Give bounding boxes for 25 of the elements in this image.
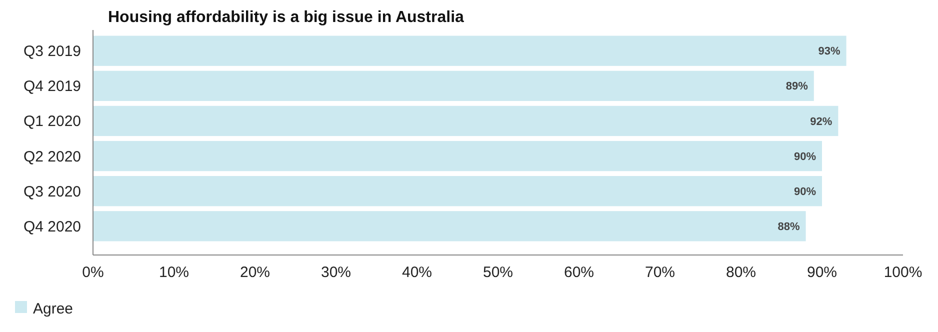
x-tick-label: 40% xyxy=(402,264,432,281)
y-tick-label: Q1 2020 xyxy=(23,113,81,130)
x-tick-label: 10% xyxy=(158,264,190,281)
text: 88% xyxy=(778,221,800,234)
x-tick-label: 100% xyxy=(884,264,922,281)
x-tick-label: 20% xyxy=(240,264,270,281)
x-tick-label: 80% xyxy=(726,264,756,281)
x-tick-label: 60% xyxy=(564,264,594,281)
x-tick-label: 70% xyxy=(644,264,676,281)
text: 93% xyxy=(818,46,840,58)
chart-title: Housing affordability is a big issue in Australia xyxy=(108,9,464,26)
y-tick-label: Q4 2020 xyxy=(23,218,81,236)
x-tick-label: 30% xyxy=(320,264,352,281)
y-tick-label: Q3 2020 xyxy=(23,183,81,200)
text: 89% xyxy=(786,80,808,93)
text: 90% xyxy=(794,150,816,163)
legend-label: Agree xyxy=(33,300,74,318)
x-tick-label: 50% xyxy=(482,264,514,281)
y-tick-label: Q2 2020 xyxy=(23,148,81,166)
x-tick-label: 0% xyxy=(82,264,104,281)
y-tick-label: Q4 2019 xyxy=(23,78,81,96)
text: 92% xyxy=(810,116,832,128)
text: 90% xyxy=(794,186,816,198)
y-tick-label: Q3 2019 xyxy=(23,43,81,60)
x-tick-label: 90% xyxy=(806,264,838,281)
